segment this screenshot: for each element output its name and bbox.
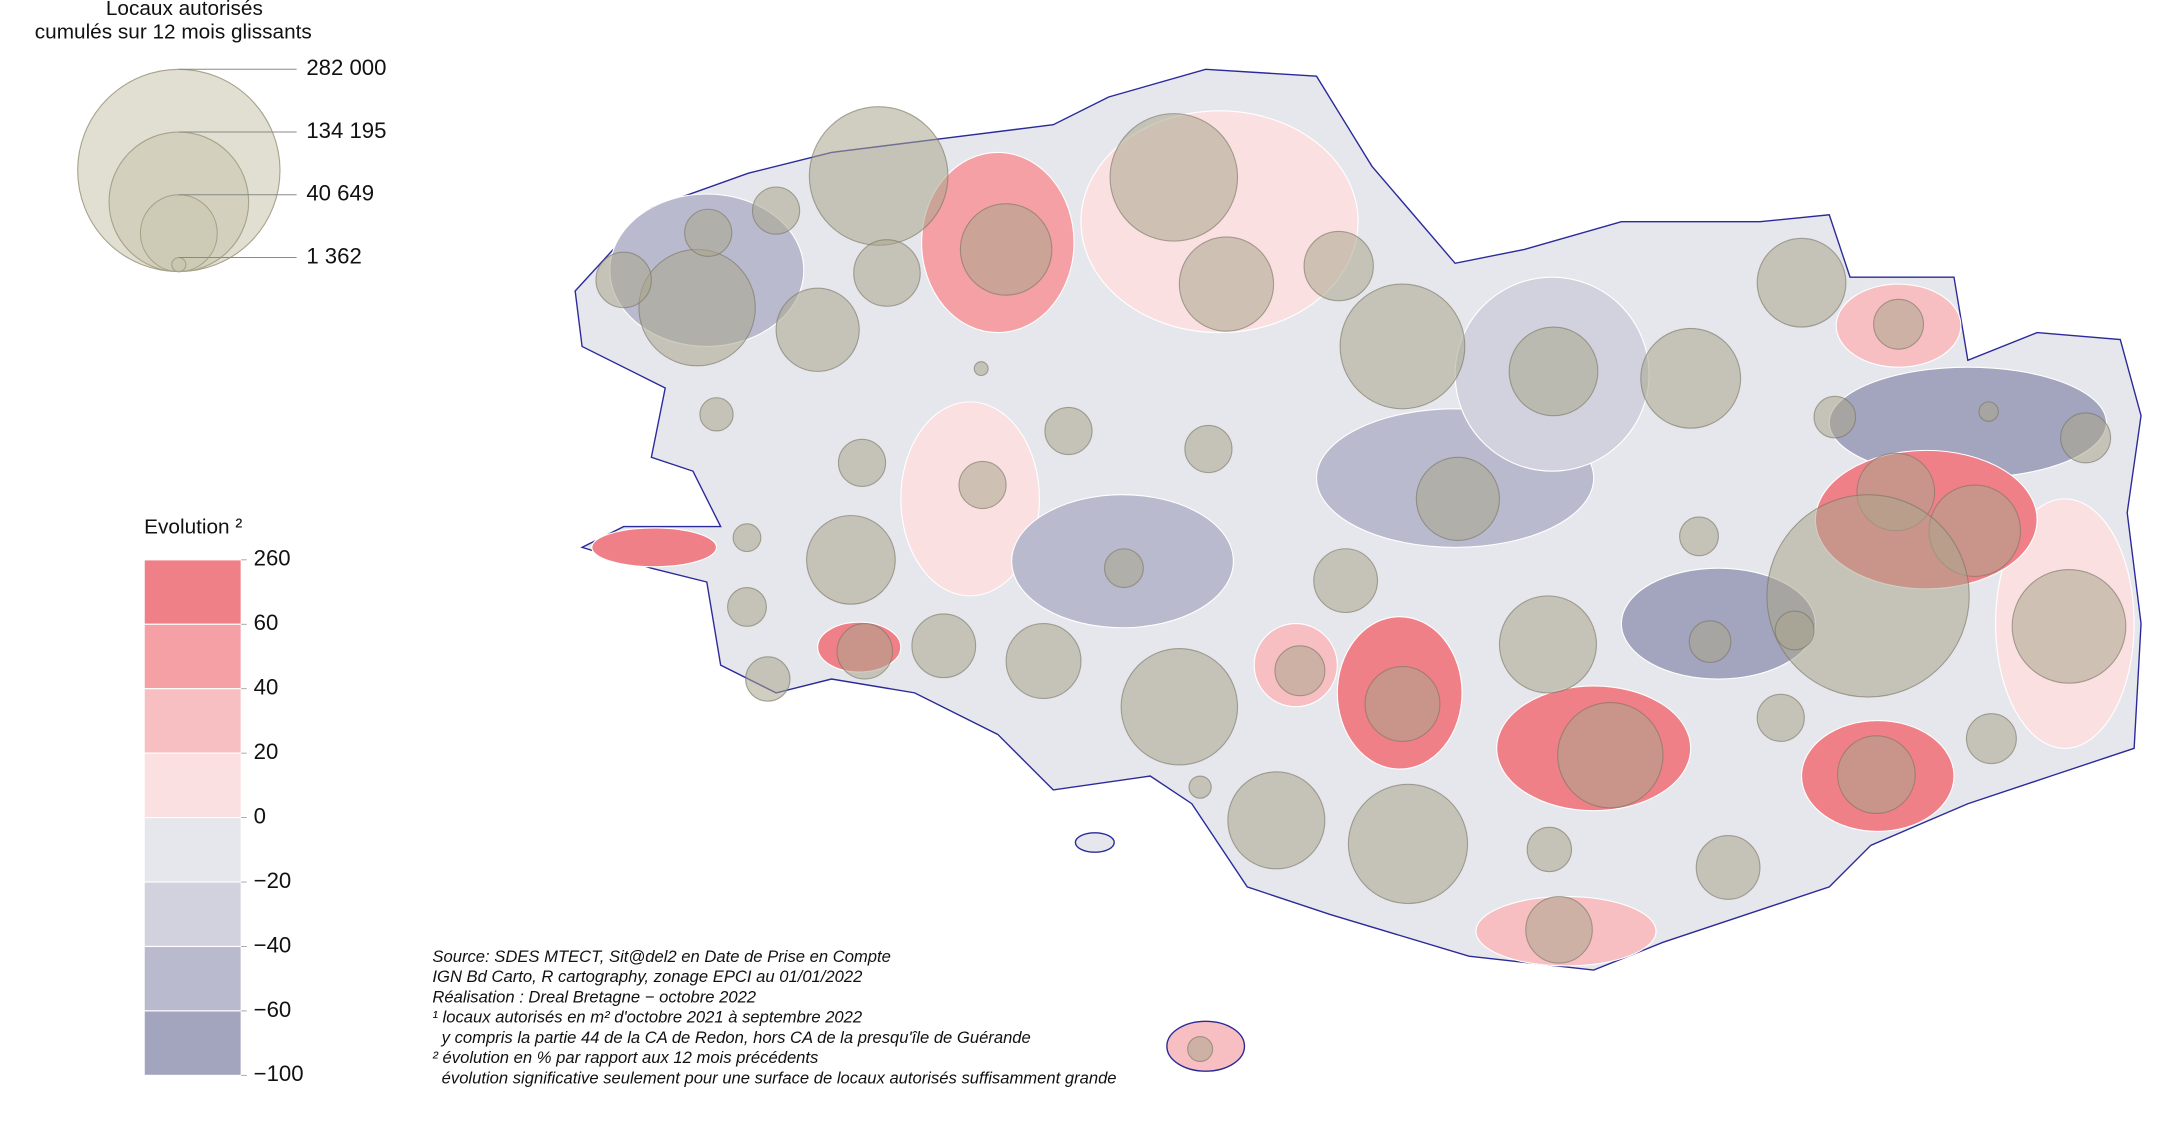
color-legend-label: 60 [254,610,279,635]
map-bubble [1120,647,1239,766]
map-bubble [1184,424,1233,474]
map-bubble [1813,395,1857,439]
color-legend-swatch [143,945,242,1012]
map-bubble [775,287,860,372]
map-bubble [1364,665,1441,742]
color-legend-label: −60 [254,997,292,1022]
color-legend-swatch [143,1010,242,1076]
color-legend-label: 260 [254,546,291,571]
map-bubble [836,623,894,680]
size-legend-title: Locaux autorisés [106,0,263,20]
size-legend-label: 282 000 [306,55,386,80]
map-bubble [1274,645,1326,697]
color-legend: Evolution ² 260 60 40 20 0 −20 −40 −60 −100 [143,515,304,1086]
bubbles [595,106,2127,1063]
map-bubble [1695,835,1761,900]
map-bubble [1965,713,2017,765]
zone [591,527,718,568]
map-bubble [1526,826,1573,873]
note: évolution significative seulement pour u… [432,1068,1116,1087]
map-bubble [1679,516,1719,557]
map-bubble [1766,494,1970,698]
map-bubble [1978,401,1999,422]
map-bubble [1415,456,1501,541]
map-bubble [1044,406,1093,456]
map-bubble [1688,620,1732,663]
map-bubble [1525,896,1593,964]
map [574,68,2142,1072]
color-legend-swatch [143,688,242,754]
map-bubble [1109,113,1239,242]
map-bubble [1187,1035,1214,1063]
map-bubble [2011,568,2127,684]
map-bubble [853,239,921,307]
map-bubble [1837,735,1916,814]
map-bubble [1188,775,1212,799]
map-bubble [1557,702,1664,809]
color-legend-swatch [143,817,242,883]
color-legend-swatch [143,752,242,819]
map-bubble [1756,237,1847,328]
map-bubble [1756,693,1805,742]
map-bubble [638,248,756,367]
note: Source: SDES MTECT, Sit@del2 en Date de … [432,947,890,966]
color-legend-swatch [143,881,242,948]
island [1074,832,1115,853]
size-legend-circle [171,256,187,273]
color-legend-label: 40 [254,675,279,700]
map-bubble [727,587,767,627]
map-bubble [1498,595,1598,694]
map-bubble [1339,283,1466,410]
map-bubble [958,460,1007,510]
map-bubble [745,656,791,702]
note: ¹ locaux autorisés en m² d'octobre 2021 … [432,1008,862,1027]
note: IGN Bd Carto, R cartography, zonage EPCI… [432,967,862,986]
map-bubble [911,613,977,679]
color-legend-label: −40 [254,932,292,957]
note: Réalisation : Dreal Bretagne − octobre 2… [432,987,756,1006]
notes: Source: SDES MTECT, Sit@del2 en Date de … [432,947,1116,1087]
color-legend-label: 0 [254,803,266,828]
map-bubble [973,361,989,377]
map-bubble [808,106,949,246]
map-bubble [751,186,801,235]
color-legend-label: 20 [254,739,279,764]
color-legend-title: Evolution ² [144,515,242,538]
map-bubble [1873,298,1925,350]
map-bubble [1640,327,1742,429]
map-bubble [1313,548,1379,614]
map-bubble [699,397,734,432]
map-bubble [837,438,887,487]
size-legend-title: cumulés sur 12 mois glissants [35,21,312,44]
map-bubble [1227,771,1326,870]
map-bubble [595,251,652,309]
map-bubble [1303,230,1374,302]
note: y compris la partie 44 de la CA de Redon… [432,1028,1030,1047]
color-legend-label: −20 [254,868,292,893]
size-legend-label: 40 649 [306,181,374,206]
map-bubble [1774,610,1815,651]
size-legend: Locaux autorisés cumulés sur 12 mois gli… [35,0,386,273]
color-legend-swatch [143,623,242,690]
map-bubble [684,208,733,257]
size-legend-label: 134 195 [306,118,386,143]
map-bubble [1103,548,1144,589]
map-bubble [1347,783,1469,905]
color-legend-label: −100 [254,1061,304,1086]
map-bubble [2060,412,2112,464]
note: ² évolution en % par rapport aux 12 mois… [432,1048,818,1067]
map-bubble [806,514,896,605]
map-bubble [959,203,1053,296]
map-bubble [1178,236,1275,332]
size-legend-label: 1 362 [306,243,361,268]
map-bubble [732,523,762,553]
color-legend-swatch [143,559,242,625]
map-bubble [1508,326,1599,417]
map-bubble [1005,623,1082,699]
